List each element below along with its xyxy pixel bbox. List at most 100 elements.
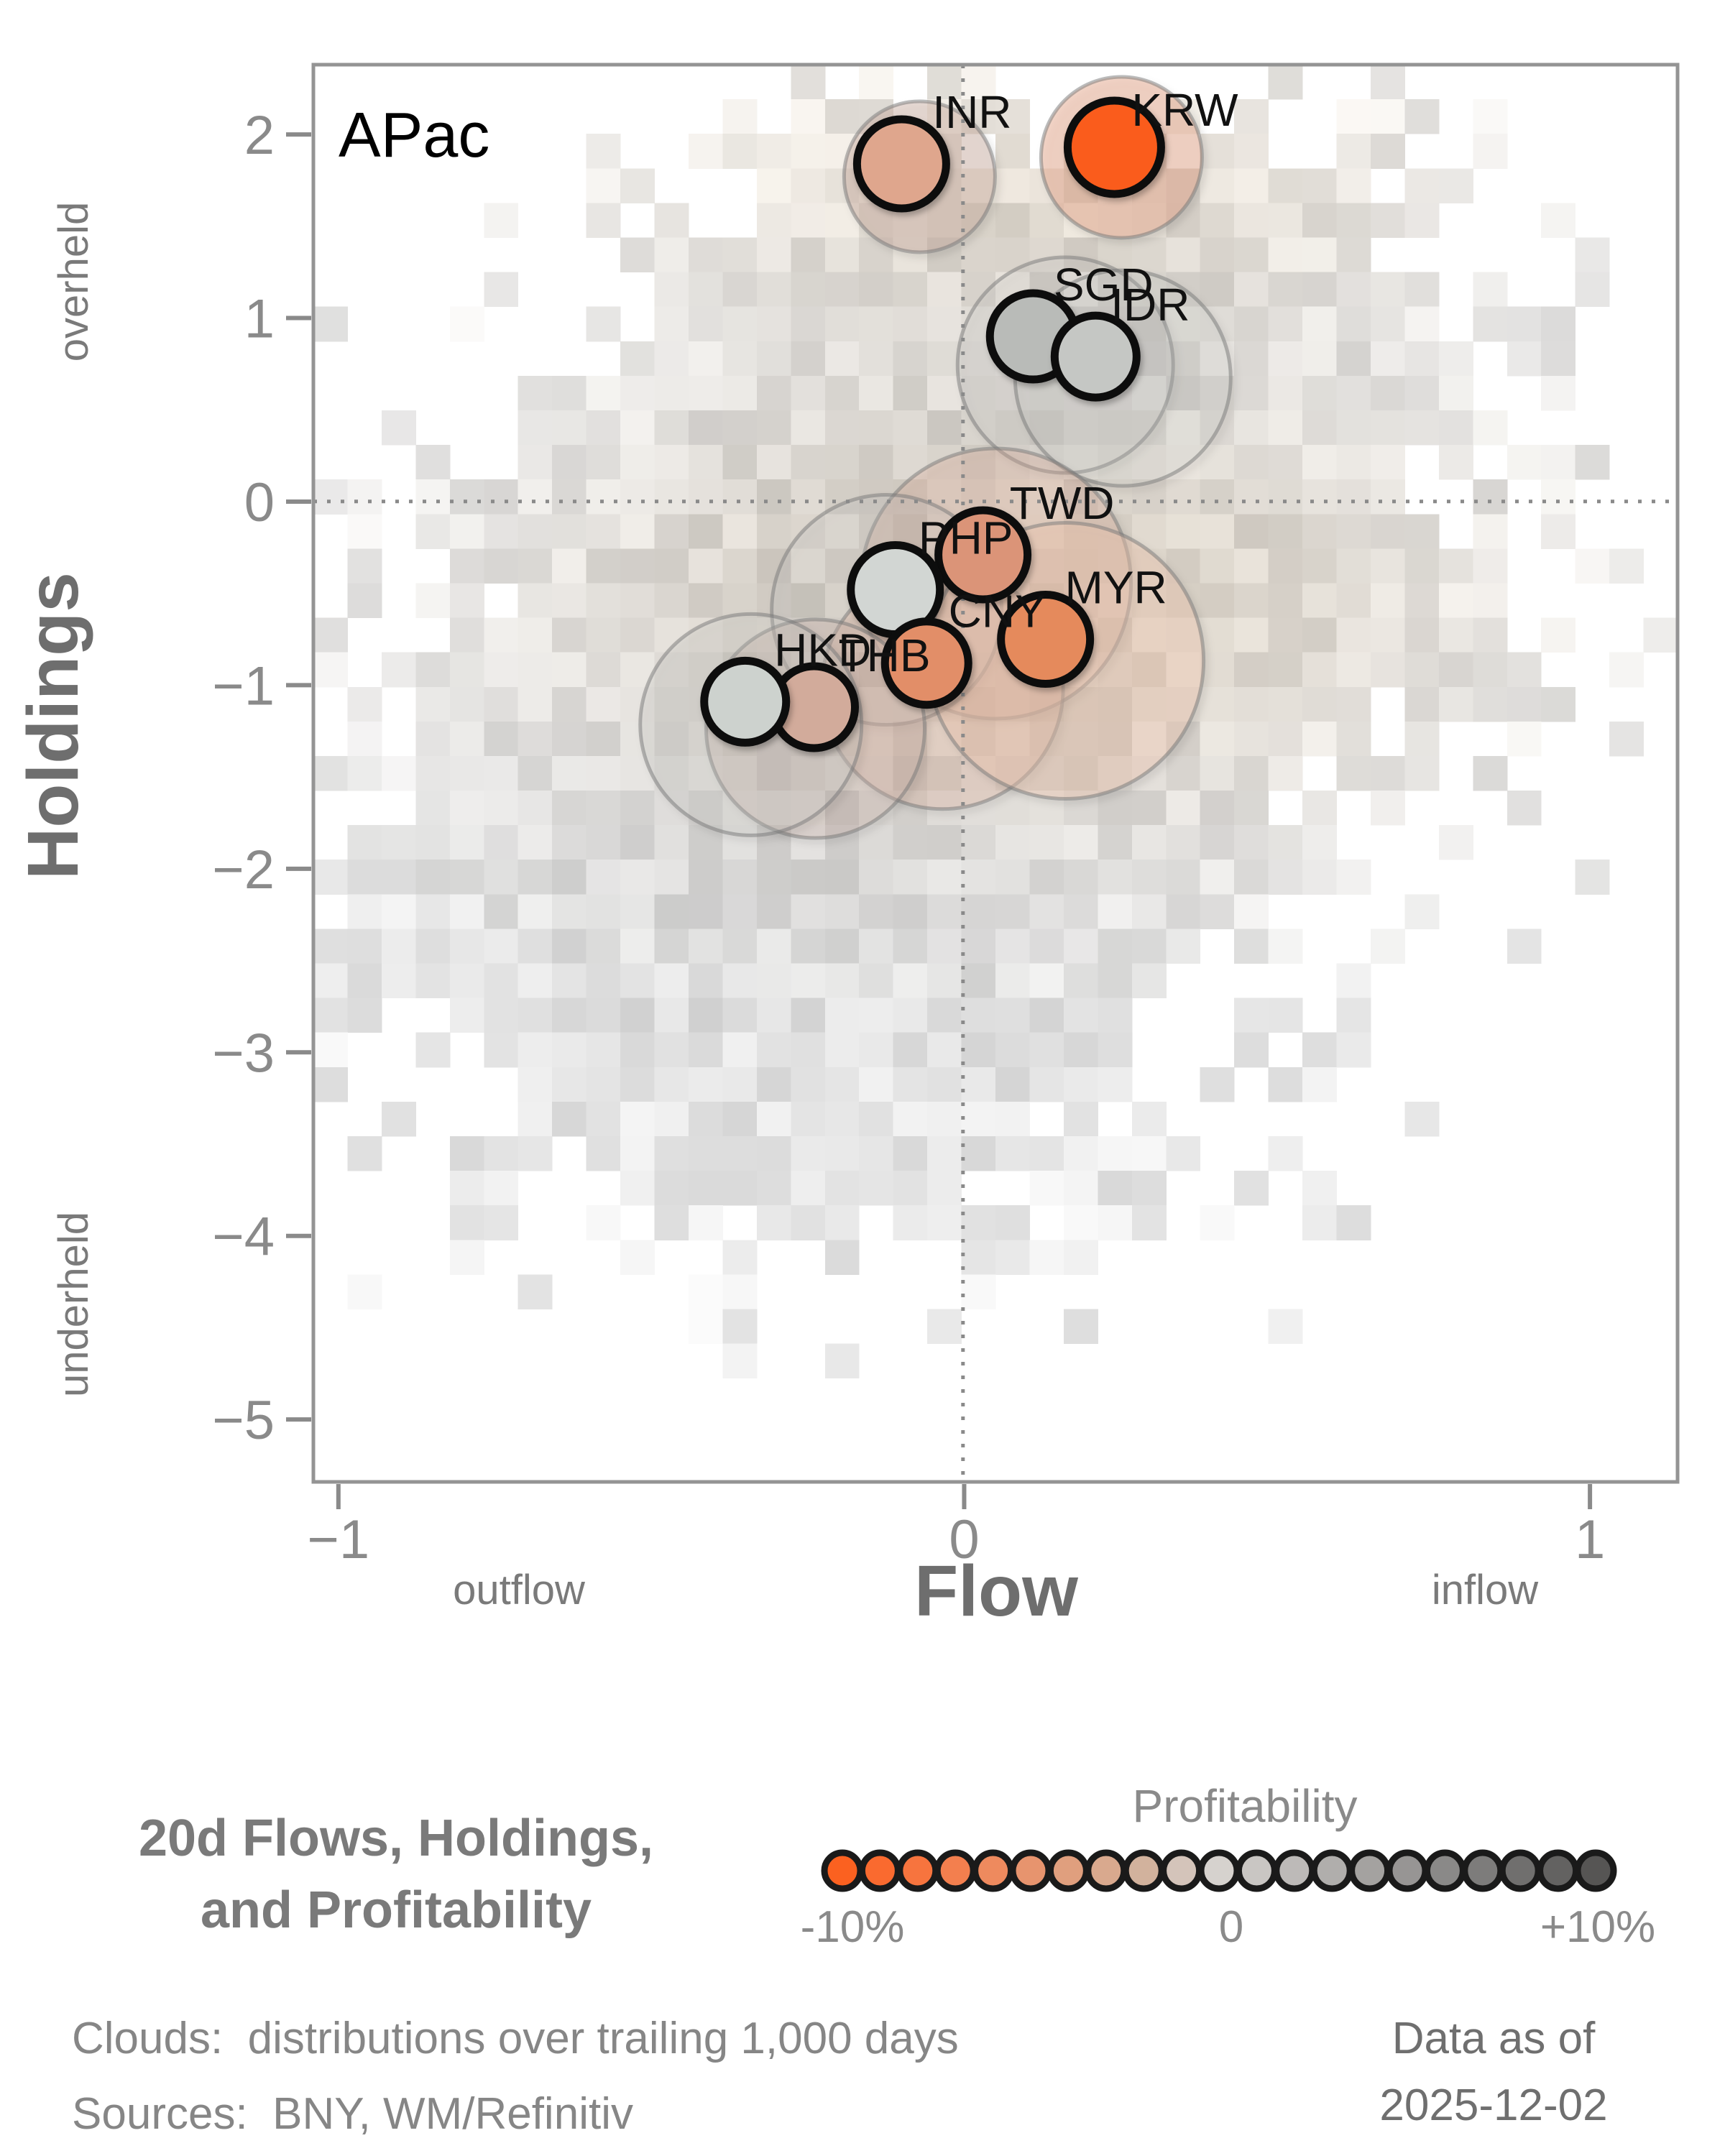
cloud-cell — [654, 894, 689, 929]
cloud-cell — [1302, 583, 1337, 619]
cloud-cell — [1200, 583, 1235, 619]
data-as-of-date: 2025-12-02 — [1379, 2081, 1607, 2130]
cloud-cell — [1438, 583, 1473, 619]
cloud-cell — [1029, 1171, 1064, 1206]
cloud-cell — [688, 375, 723, 411]
cloud-cell — [1541, 445, 1576, 480]
cloud-cell — [620, 168, 655, 203]
cloud-cell — [1063, 1032, 1098, 1068]
cloud-cell — [1473, 686, 1508, 722]
cloud-cell — [995, 791, 1030, 826]
cloud-cell — [415, 514, 451, 549]
cloud-cell — [1336, 998, 1371, 1033]
cloud-cell — [1131, 929, 1167, 964]
cloud-cell — [552, 721, 587, 757]
cloud-cell — [791, 1136, 826, 1171]
cloud-cell — [1063, 825, 1098, 860]
cloud-cell — [415, 445, 451, 480]
cloud-cell — [927, 410, 962, 446]
cloud-cell — [1370, 410, 1405, 446]
cloud-cell — [824, 341, 860, 377]
cloud-cell — [313, 963, 348, 999]
cloud-cell — [1370, 445, 1405, 480]
cloud-cell — [824, 1240, 860, 1275]
cloud-cell — [518, 791, 553, 826]
cloud-cell — [1541, 514, 1576, 549]
cloud-cell — [1098, 1032, 1133, 1068]
cloud-cell — [927, 825, 962, 860]
cloud-cell — [1268, 617, 1303, 653]
cloud-cell — [859, 825, 894, 860]
x-axis-outflow-hint: outflow — [453, 1567, 586, 1613]
colorbar-dot-15 — [1348, 1849, 1392, 1892]
cloud-cell — [1302, 237, 1337, 273]
cloud-cell — [859, 272, 894, 308]
cloud-cell — [1575, 860, 1610, 895]
cloud-cell — [927, 860, 962, 895]
cloud-cell — [586, 1101, 621, 1137]
bubble-INR — [852, 115, 950, 213]
cloud-cell — [722, 237, 758, 273]
cloud-cell — [654, 479, 689, 515]
cloud-cell — [1063, 860, 1098, 895]
cloud-cell — [1200, 514, 1235, 549]
cloud-cell — [1302, 306, 1337, 342]
cloud-cell — [688, 479, 723, 515]
cloud-cell — [552, 479, 587, 515]
cloud-cell — [1131, 791, 1167, 826]
cloud-cell — [1336, 203, 1371, 238]
cloud-cell — [756, 929, 791, 964]
cloud-cell — [893, 306, 928, 342]
cloud-cell — [1098, 825, 1133, 860]
cloud-cell — [995, 1205, 1030, 1240]
cloud-cell — [313, 755, 348, 791]
colorbar-dot-4 — [934, 1849, 977, 1892]
cloud-cell — [927, 65, 962, 100]
cloud-cell — [620, 1171, 655, 1206]
cloud-cell — [1166, 479, 1201, 515]
cloud-cell — [620, 894, 655, 929]
cloud-cell — [1438, 410, 1473, 446]
cloud-cell — [1302, 1205, 1337, 1240]
cloud-cell — [722, 375, 758, 411]
cloud-cell — [1506, 686, 1542, 722]
cloud-cell — [961, 894, 996, 929]
cloud-cell — [1404, 168, 1440, 203]
cloud-cell — [586, 410, 621, 446]
cloud-cell — [995, 1032, 1030, 1068]
colorbar-dot-16 — [1386, 1849, 1429, 1892]
cloud-cell — [654, 1136, 689, 1171]
colorbar-dot-18 — [1461, 1849, 1504, 1892]
cloud-cell — [791, 1205, 826, 1240]
colorbar-dot-21 — [1574, 1849, 1617, 1892]
cloud-cell — [1302, 686, 1337, 722]
cloud-cell — [1404, 617, 1440, 653]
cloud-cell — [1234, 341, 1269, 377]
y-tick-label: −1 — [212, 655, 275, 717]
cloud-cell — [824, 998, 860, 1033]
cloud-cell — [893, 1067, 928, 1102]
cloud-cell — [1609, 721, 1644, 757]
cloud-cell — [1336, 375, 1371, 411]
cloud-cell — [722, 445, 758, 480]
cloud-cell — [722, 929, 758, 964]
plot-border — [311, 63, 1680, 1484]
cloud-cell — [620, 998, 655, 1033]
cloud-cell — [859, 306, 894, 342]
cloud-cell — [1234, 791, 1269, 826]
cloud-cell — [1473, 410, 1508, 446]
cloud-cell — [1473, 306, 1508, 342]
cloud-cell — [688, 445, 723, 480]
cloud-cell — [620, 929, 655, 964]
cloud-cell — [654, 514, 689, 549]
cloud-cell — [484, 272, 519, 308]
cloud-cell — [449, 479, 484, 515]
cloud-cell — [1029, 825, 1064, 860]
cloud-cell — [586, 1067, 621, 1102]
cloud-cell — [688, 1136, 723, 1171]
cloud-cell — [381, 860, 416, 895]
cloud-cell — [688, 237, 723, 273]
cloud-cell — [995, 860, 1030, 895]
cloud-cell — [552, 375, 587, 411]
cloud-cell — [1234, 203, 1269, 238]
